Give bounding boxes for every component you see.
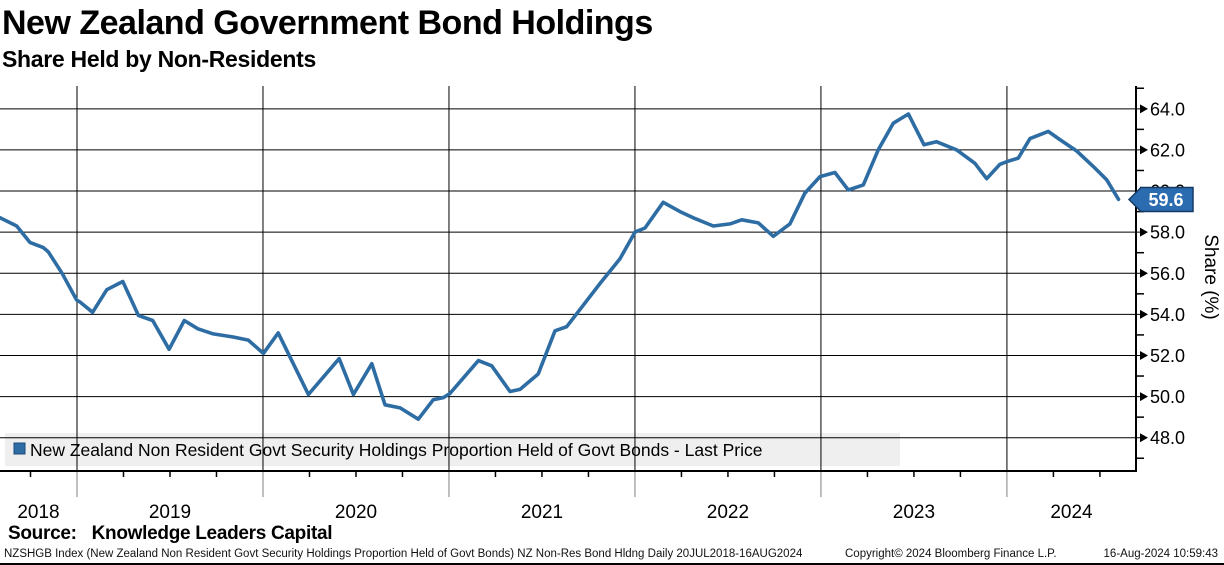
y-tick-arrow (1140, 433, 1148, 443)
y-tick-arrow (1140, 227, 1148, 237)
timestamp-text: 16-Aug-2024 10:59:43 (1103, 548, 1218, 560)
y-axis-tick-label: 50.0 (1150, 387, 1185, 407)
copyright-text: Copyright© 2024 Bloomberg Finance L.P. (845, 548, 1057, 560)
y-axis-tick-label: 54.0 (1150, 305, 1185, 325)
x-axis-year-label: 2019 (149, 502, 191, 523)
source-label: Source: (8, 523, 77, 544)
y-axis-tick-label: 56.0 (1150, 264, 1185, 284)
y-tick-arrow (1140, 309, 1148, 319)
y-tick-arrow (1140, 145, 1148, 155)
y-axis-tick-label: 48.0 (1150, 428, 1185, 448)
y-axis-title: Share (%) (1200, 234, 1221, 320)
x-axis-year-label: 2021 (521, 502, 563, 523)
y-axis-tick-label: 58.0 (1150, 223, 1185, 243)
axes-layer: 2018 2019 2020 2021 2022 2023 2024 (0, 86, 1137, 523)
y-tick-arrow (1140, 392, 1148, 402)
y-tick-arrow (1140, 268, 1148, 278)
y-tick-arrow (1140, 350, 1148, 360)
last-price-value: 59.6 (1148, 190, 1183, 210)
x-axis-year-label: 2024 (1050, 502, 1093, 523)
legend-marker-icon (13, 442, 26, 455)
x-axis-year-label: 2022 (707, 502, 749, 523)
last-price-badge-shape (1127, 186, 1194, 213)
y-tick-arrow (1140, 104, 1148, 114)
x-axis-year-label: 2020 (335, 502, 377, 523)
y-axis-tick-label: 52.0 (1150, 346, 1185, 366)
y-axis-tick-label: 62.0 (1150, 140, 1185, 160)
last-price-badge: 59.6 (1127, 186, 1194, 213)
y-axis-tick-label: 64.0 (1150, 99, 1185, 119)
source-line: Source: Knowledge Leaders Capital (8, 523, 333, 545)
page-title: New Zealand Government Bond Holdings (2, 4, 653, 42)
legend-strip (5, 433, 900, 466)
x-axis-year-label: 2018 (17, 502, 59, 523)
legend-label: New Zealand Non Resident Govt Security H… (30, 440, 762, 460)
x-axis-year-label: 2023 (893, 502, 935, 523)
grid-layer: 48.050.052.054.056.058.060.062.064.0 (0, 86, 1185, 497)
source-value: Knowledge Leaders Capital (91, 523, 333, 544)
page-subtitle: Share Held by Non-Residents (2, 46, 316, 72)
fineprint-row: NZSHGB Index (New Zealand Non Resident G… (0, 548, 1224, 563)
series-layer (0, 112, 1121, 422)
data-line (0, 112, 1121, 422)
index-descriptor: NZSHGB Index (New Zealand Non Resident G… (4, 548, 803, 560)
